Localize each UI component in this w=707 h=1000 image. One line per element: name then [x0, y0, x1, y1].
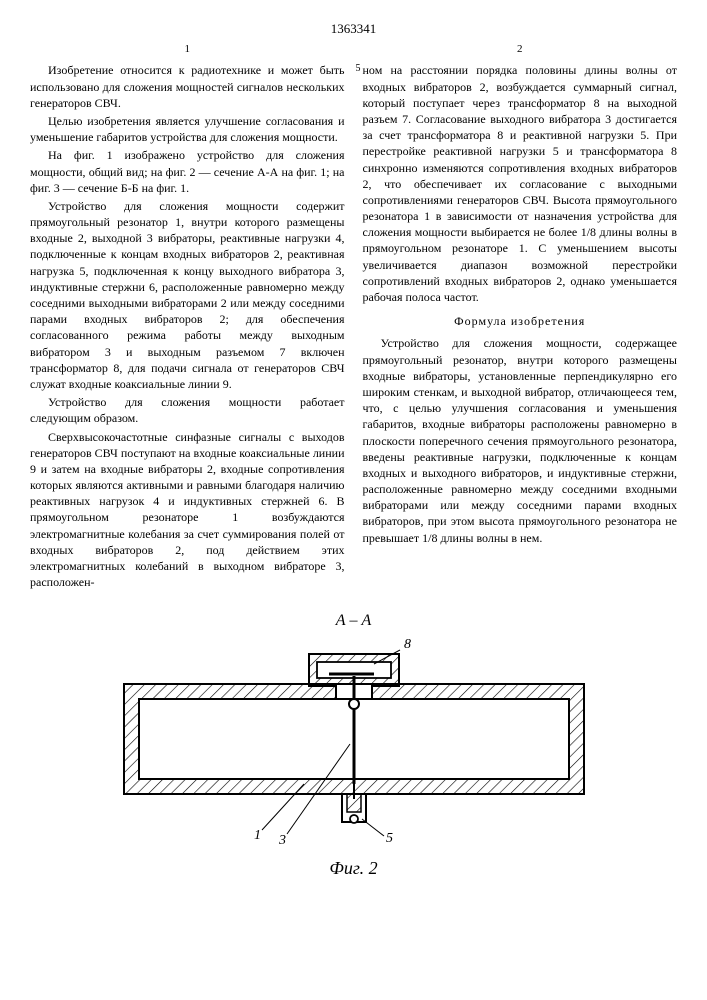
para: Устройство для сложения мощности содержи… [30, 198, 345, 392]
callout-5: 5 [386, 831, 393, 846]
text-columns: 1 Изобретение относится к радиотехнике и… [30, 42, 677, 593]
para: Сверхвысокочастотные синфазные сигналы с… [30, 429, 345, 591]
figure-caption: Фиг. 2 [30, 856, 677, 880]
patent-number: 1363341 [30, 20, 677, 38]
para: На фиг. 1 изображено устройство для слож… [30, 147, 345, 196]
section-label: А – А [30, 610, 677, 632]
callout-1: 1 [254, 828, 261, 843]
column-right: 2 5 ном на расстоянии порядка половины д… [363, 42, 678, 593]
formula-title: Формула изобретения [363, 313, 678, 329]
figure-2: А – А 8 1 3 5 Фиг. 2 [30, 610, 677, 880]
figure-svg: 8 1 3 5 [104, 634, 604, 854]
col-num-right: 2 [363, 42, 678, 57]
para: Устройство для сложения мощности работае… [30, 394, 345, 426]
para: Изобретение относится к радиотехнике и м… [30, 62, 345, 111]
formula-text: Устройство для сложения мощности, содерж… [363, 335, 678, 545]
callout-3: 3 [278, 833, 286, 848]
line-number: 5 [349, 62, 361, 76]
para: ном на расстоянии порядка половины длины… [363, 62, 678, 305]
column-left: 1 Изобретение относится к радиотехнике и… [30, 42, 345, 593]
col-num-left: 1 [30, 42, 345, 57]
callout-8: 8 [404, 637, 411, 652]
para: Целью изобретения является улучшение сог… [30, 113, 345, 145]
